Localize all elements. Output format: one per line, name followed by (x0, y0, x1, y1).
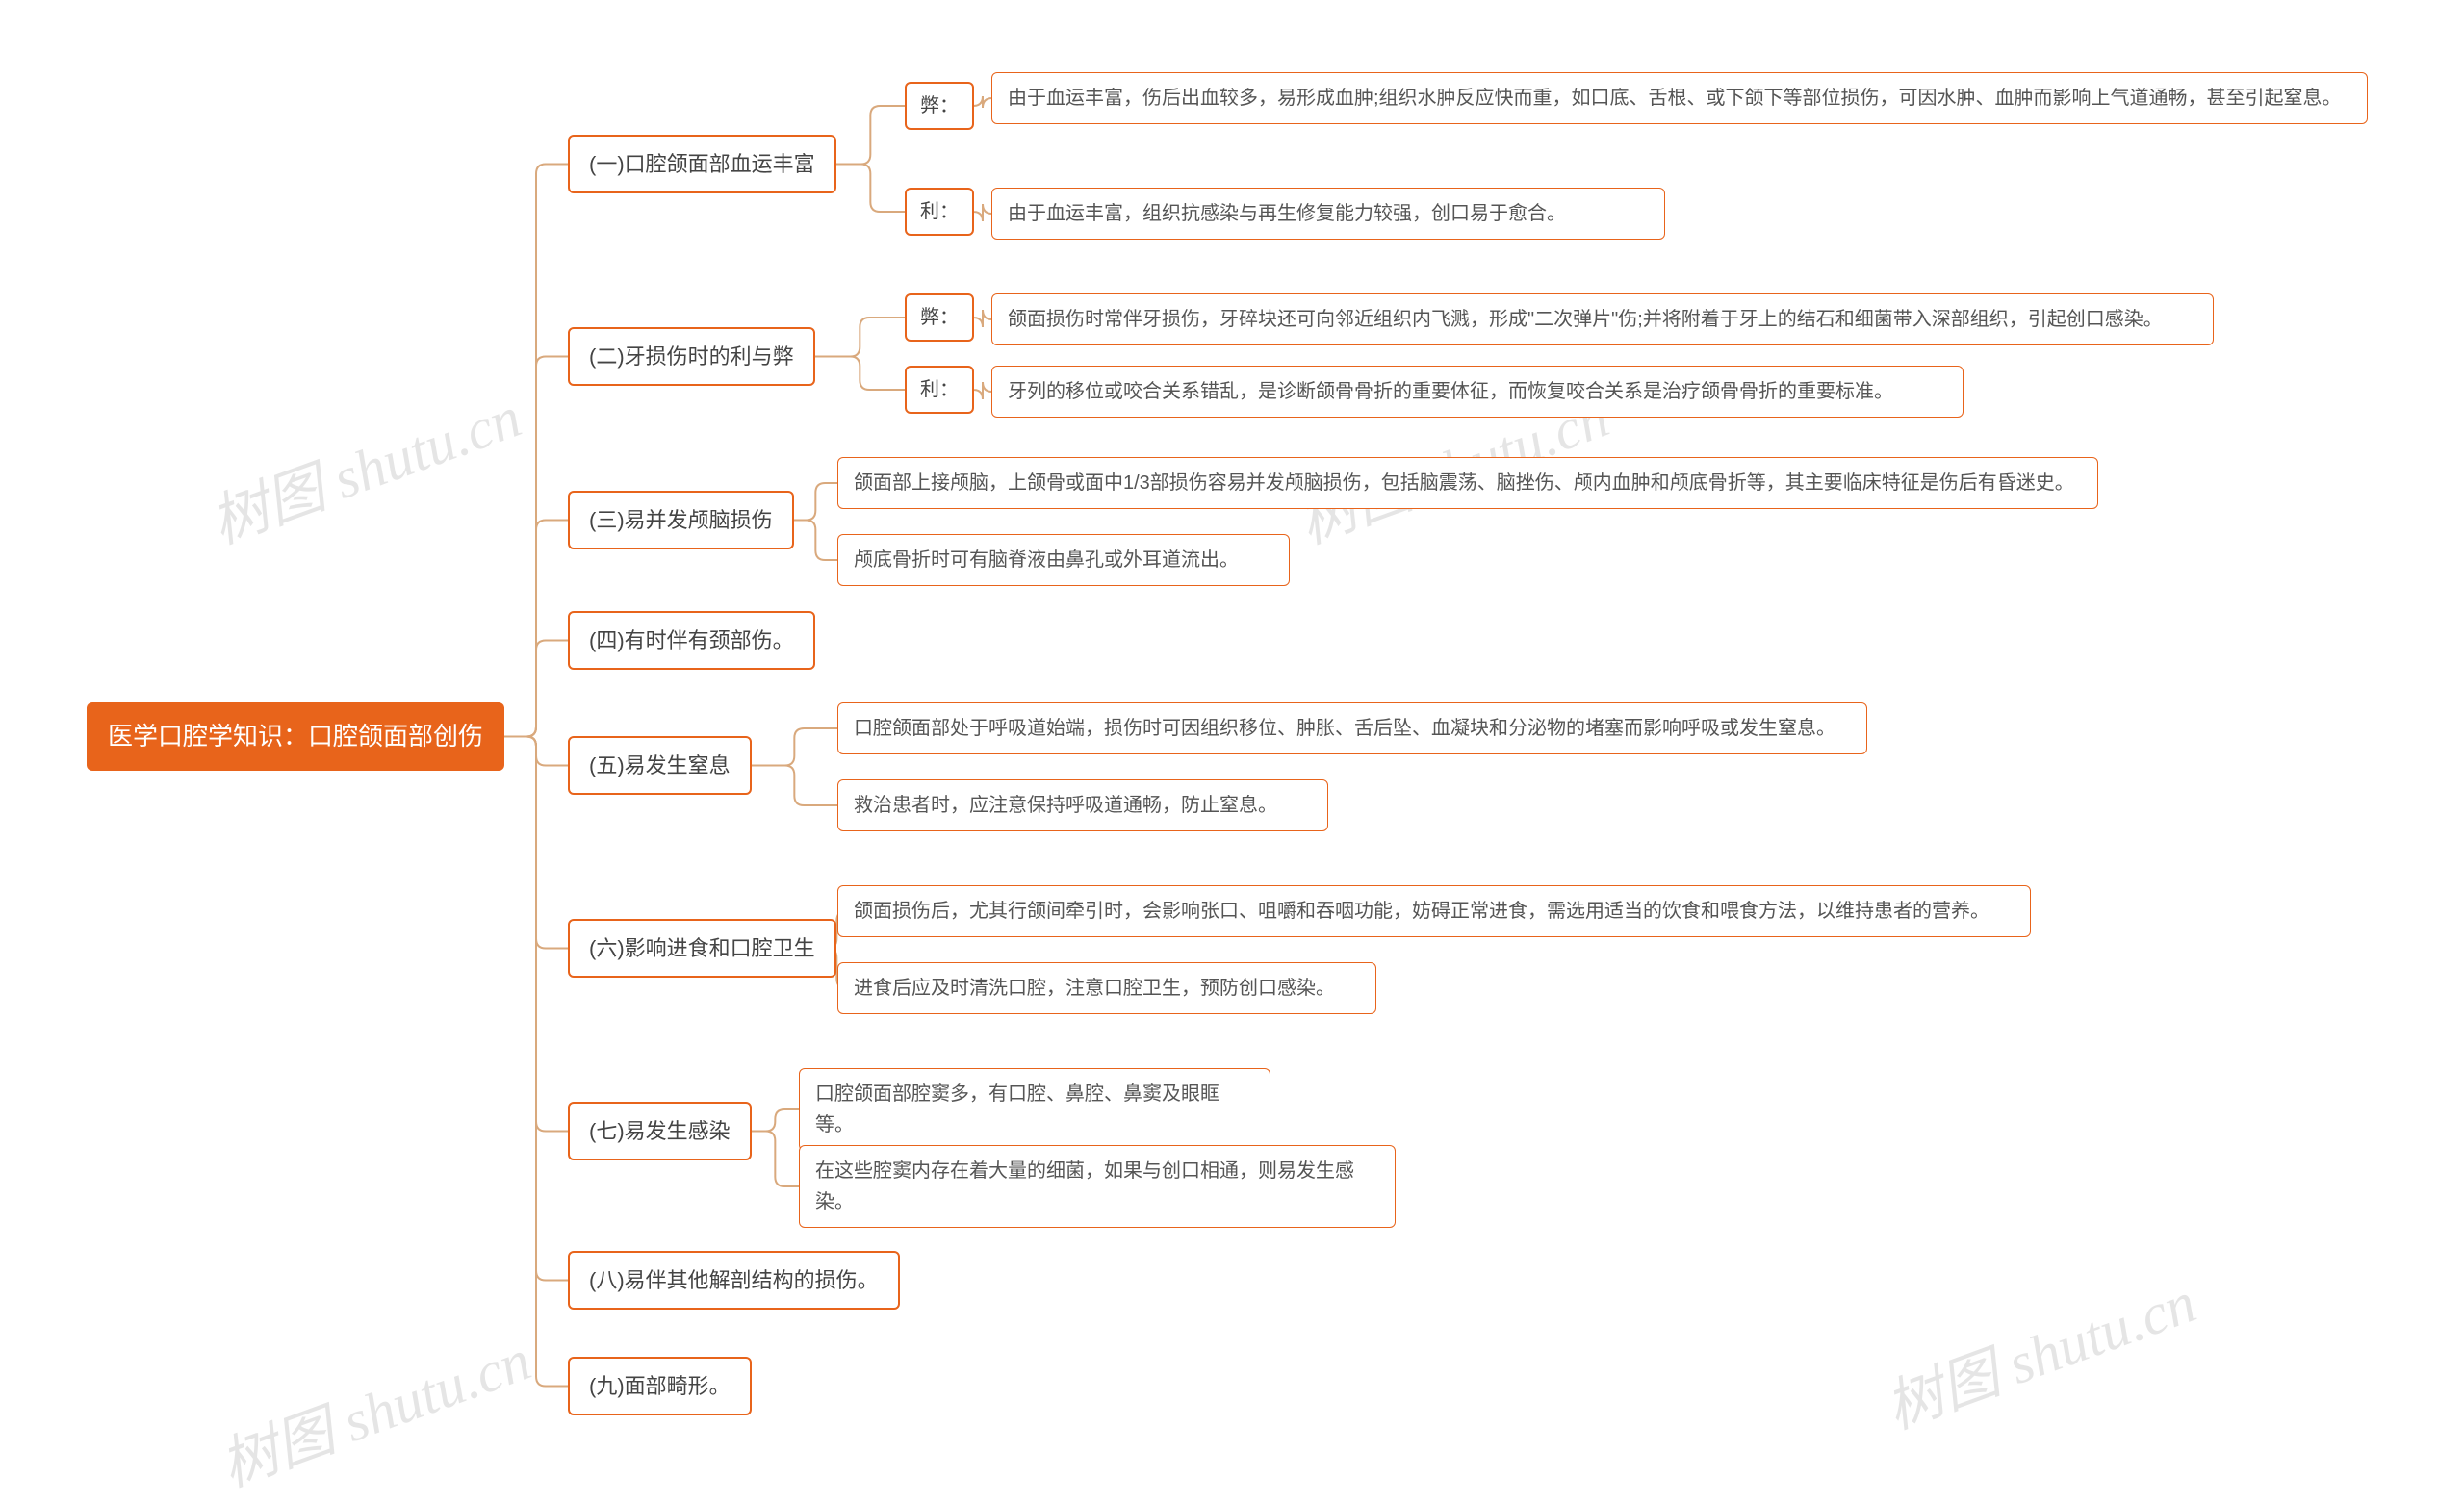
leaf-node: 颅底骨折时可有脑脊液由鼻孔或外耳道流出。 (837, 534, 1290, 586)
leaf-node: 口腔颌面部腔窦多，有口腔、鼻腔、鼻窦及眼眶等。 (799, 1068, 1270, 1151)
tag-node[interactable]: 弊： (905, 293, 974, 342)
leaf-node: 颌面损伤后，尤其行颌间牵引时，会影响张口、咀嚼和吞咽功能，妨碍正常进食，需选用适… (837, 885, 2031, 937)
branch-node[interactable]: (八)易伴其他解剖结构的损伤。 (568, 1251, 900, 1310)
watermark: 树图 shutu.cn (1872, 1256, 2205, 1445)
leaf-node: 由于血运丰富，伤后出血较多，易形成血肿;组织水肿反应快而重，如口底、舌根、或下颌… (991, 72, 2368, 124)
branch-node[interactable]: (七)易发生感染 (568, 1102, 752, 1160)
branch-node[interactable]: (六)影响进食和口腔卫生 (568, 919, 836, 978)
tag-node[interactable]: 利： (905, 188, 974, 236)
watermark: 树图 shutu.cn (197, 370, 530, 560)
branch-node[interactable]: (五)易发生窒息 (568, 736, 752, 795)
branch-node[interactable]: (一)口腔颌面部血运丰富 (568, 135, 836, 193)
leaf-node: 进食后应及时清洗口腔，注意口腔卫生，预防创口感染。 (837, 962, 1376, 1014)
leaf-node: 牙列的移位或咬合关系错乱，是诊断颌骨骨折的重要体征，而恢复咬合关系是治疗颌骨骨折… (991, 366, 1964, 418)
leaf-node: 救治患者时，应注意保持呼吸道通畅，防止窒息。 (837, 779, 1328, 831)
tag-node[interactable]: 利： (905, 366, 974, 414)
watermark: 树图 shutu.cn (207, 1313, 540, 1503)
leaf-node: 口腔颌面部处于呼吸道始端，损伤时可因组织移位、肿胀、舌后坠、血凝块和分泌物的堵塞… (837, 702, 1867, 754)
branch-node[interactable]: (二)牙损伤时的利与弊 (568, 327, 815, 386)
mindmap-canvas: 医学口腔学知识：口腔颌面部创伤 树图 shutu.cn 树图 shutu.cn … (0, 0, 2464, 1448)
tag-node[interactable]: 弊： (905, 82, 974, 130)
branch-node[interactable]: (四)有时伴有颈部伤。 (568, 611, 815, 670)
branch-node[interactable]: (九)面部畸形。 (568, 1357, 752, 1415)
branch-node[interactable]: (三)易并发颅脑损伤 (568, 491, 794, 549)
leaf-node: 颌面部上接颅脑，上颌骨或面中1/3部损伤容易并发颅脑损伤，包括脑震荡、脑挫伤、颅… (837, 457, 2098, 509)
leaf-node: 颌面损伤时常伴牙损伤，牙碎块还可向邻近组织内飞溅，形成"二次弹片"伤;并将附着于… (991, 293, 2214, 345)
leaf-node: 由于血运丰富，组织抗感染与再生修复能力较强，创口易于愈合。 (991, 188, 1665, 240)
root-node[interactable]: 医学口腔学知识：口腔颌面部创伤 (87, 702, 504, 771)
leaf-node: 在这些腔窦内存在着大量的细菌，如果与创口相通，则易发生感染。 (799, 1145, 1396, 1228)
